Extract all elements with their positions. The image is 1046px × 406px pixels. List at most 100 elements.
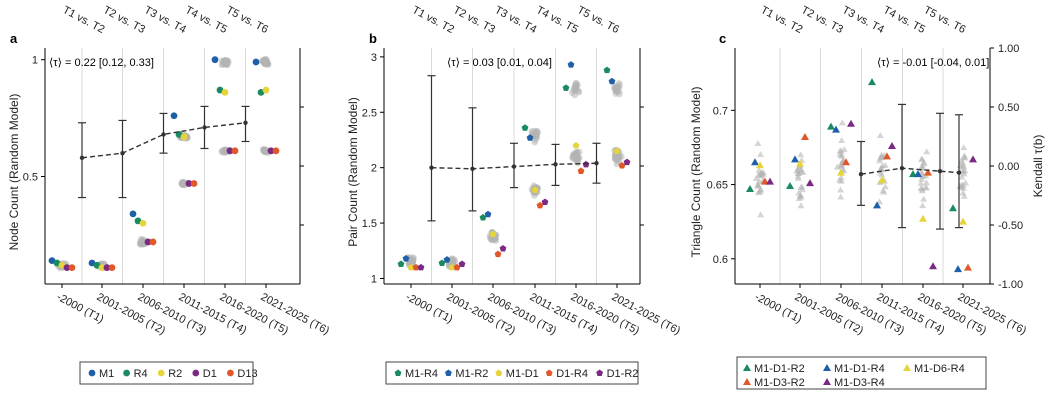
series-point-M1-D1-R2 xyxy=(949,204,957,212)
random-point xyxy=(795,169,803,176)
series-point-M1-R2 xyxy=(484,210,492,218)
random-point xyxy=(876,169,884,176)
y-tick-label: 1 xyxy=(32,55,38,67)
mean-tau-point xyxy=(553,162,558,167)
y-tick-label: 3 xyxy=(371,52,377,64)
legend-marker xyxy=(192,369,200,377)
legend-marker xyxy=(743,378,751,385)
top-label: T3 vs. T4 xyxy=(142,4,188,36)
random-point xyxy=(921,183,929,190)
tau-annotation: ⟨τ⟩ = -0.01 [-0.04, 0.01] xyxy=(877,57,989,69)
legend-box xyxy=(385,361,639,385)
random-point xyxy=(838,119,846,126)
random-point xyxy=(754,180,762,187)
series-point-M1-R2 xyxy=(608,77,616,85)
series-point-M1-D6-R4 xyxy=(919,214,927,222)
legend-label: R2 xyxy=(168,368,182,380)
random-point xyxy=(838,136,846,143)
series-point-R2 xyxy=(180,133,188,141)
legend-label: M1-D1-R4 xyxy=(834,363,885,375)
series-point-M1-D6-R4 xyxy=(878,176,886,184)
random-point xyxy=(960,170,968,177)
random-point xyxy=(752,175,760,182)
mean-tau-point xyxy=(202,125,207,130)
random-point xyxy=(492,237,500,244)
mean-tau-point xyxy=(79,155,85,161)
legend-marker xyxy=(88,369,96,377)
legend-label: M1-D3-R4 xyxy=(834,377,885,389)
series-point-M1-D3-R4 xyxy=(929,262,937,270)
mean-tau-point xyxy=(858,171,864,177)
series-point-D1-R2 xyxy=(623,158,631,166)
series-point-M1 xyxy=(211,56,219,64)
x-tick-label: 2021-2025 (T6) xyxy=(259,291,332,337)
legend-marker xyxy=(596,369,603,376)
series-point-M1-D3-R4 xyxy=(969,155,977,163)
series-point-M1-D1-R2 xyxy=(827,122,835,130)
series-point-D1-R4 xyxy=(453,263,461,271)
series-point-D1 xyxy=(226,147,234,155)
y2-tick-label: -0.50 xyxy=(998,220,1023,232)
series-point-D13 xyxy=(190,180,198,187)
random-point xyxy=(918,155,926,162)
mean-tau-point xyxy=(161,132,166,137)
series-point-D1-R2 xyxy=(541,198,549,206)
random-point xyxy=(918,185,926,192)
random-point xyxy=(754,139,762,146)
series-point-M1-D3-R2 xyxy=(964,263,972,271)
random-point xyxy=(262,59,269,67)
series-point-D1-R2 xyxy=(499,245,507,252)
random-point xyxy=(876,157,884,164)
legend-label: M1 xyxy=(99,368,114,380)
x-tick-label: 2021-2025 (T6) xyxy=(610,291,683,337)
series-point-D1-R4 xyxy=(536,201,544,209)
series-point-M1-D3-R2 xyxy=(801,133,809,141)
random-point xyxy=(797,151,805,158)
y2-tick-label: -1.00 xyxy=(998,279,1023,291)
top-label: T2 vs. T3 xyxy=(101,4,147,36)
y2-axis-title: Kendall τ(b) xyxy=(1031,135,1045,198)
series-point-M1-D6-R4 xyxy=(756,161,764,169)
random-point xyxy=(259,146,267,153)
series-point-M1-R2 xyxy=(443,256,451,263)
series-point-M1-D1-R4 xyxy=(791,155,799,163)
x-tick-label: 2016-2020 (T5) xyxy=(916,291,989,337)
series-point-M1-R4 xyxy=(521,124,529,131)
series-point-D1-R2 xyxy=(417,263,425,271)
random-point xyxy=(918,164,926,171)
mean-tau-point xyxy=(470,166,475,171)
panel-b: 11.522.53-2000 (T1)2001-2005 (T2)2006-20… xyxy=(346,4,683,385)
legend-marker xyxy=(903,364,911,371)
random-point xyxy=(961,154,969,161)
series-point-M1 xyxy=(252,58,260,66)
series-point-D1 xyxy=(63,264,71,272)
series-point-M1-D1 xyxy=(531,186,539,193)
series-point-D1-R4 xyxy=(618,161,626,169)
series-point-M1-D1-R4 xyxy=(873,201,881,209)
top-label: T1 vs. T2 xyxy=(61,4,107,36)
y-tick-label: 2 xyxy=(371,163,377,175)
top-label: T2 vs. T3 xyxy=(451,4,497,36)
random-point xyxy=(572,85,580,93)
tau-annotation: ⟨τ⟩ = 0.03 [0.01, 0.04] xyxy=(447,57,552,69)
y-tick-label: 2.5 xyxy=(362,107,377,119)
series-point-M1-D1-R2 xyxy=(786,182,794,190)
random-point xyxy=(614,155,621,163)
random-point xyxy=(797,202,805,209)
mean-tau-point xyxy=(429,165,434,170)
series-point-D1 xyxy=(144,238,152,246)
random-point xyxy=(876,132,884,139)
series-point-D1 xyxy=(103,264,111,272)
top-label: T5 vs. T6 xyxy=(575,4,621,36)
random-point xyxy=(755,167,763,174)
random-point xyxy=(962,179,970,186)
series-point-M1-D3-R2 xyxy=(842,158,850,166)
series-point-M1-R4 xyxy=(397,260,405,268)
y-axis-title: Triangle Count (Random Model) xyxy=(689,87,703,258)
random-point xyxy=(877,165,885,172)
top-label: T1 vs. T2 xyxy=(759,4,805,36)
random-point xyxy=(532,136,539,144)
series-point-R2 xyxy=(221,88,229,96)
legend-box xyxy=(736,356,987,390)
series-point-M1-D3-R4 xyxy=(806,179,814,187)
